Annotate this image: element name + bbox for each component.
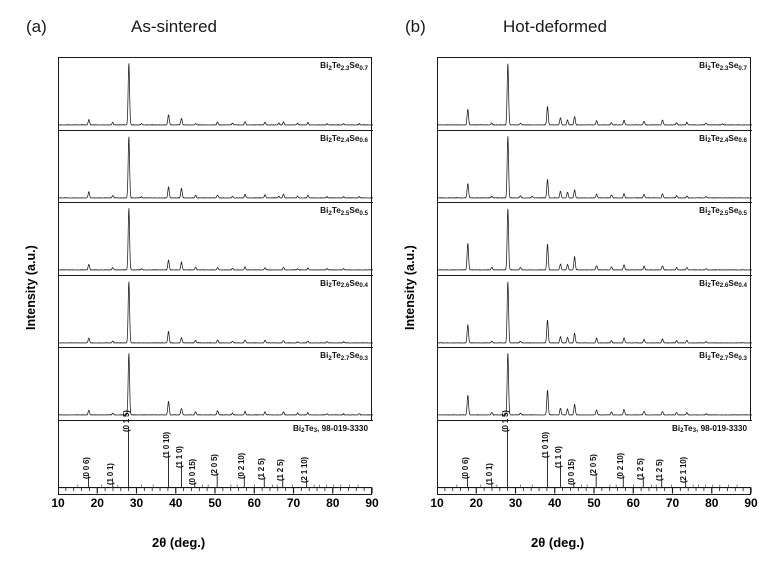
x-tick-label-b-60: 60 [626,495,640,510]
panel-letter-a: (a) [26,17,47,36]
hkl-label-b-1: (0 0 6) [460,456,470,479]
hkl-label-a-2: (1 0 1) [105,463,115,486]
panel-title-a: As-sintered [131,17,217,36]
trace-panel-a-2: Bi2Te2.4Se0.6 [59,131,373,203]
hkl-label-a-9: (1 2 5) [257,458,267,480]
x-tick-label-a-80: 80 [326,495,340,510]
composition-label-a-1: Bi2Te2.3Se0.7 [320,61,368,72]
trace-panel-a-4: Bi2Te2.6Se0.4 [59,276,373,348]
reference-card-id-b: Bi2Te3, 98-019-3330 [671,423,747,435]
xrd-trace-b-3 [438,208,752,271]
hkl-label-b-9: (1 2 5) [636,458,646,480]
hkl-label-b-4: (1 0 10) [540,432,550,459]
composition-label-a-5: Bi2Te2.7Se0.3 [320,351,368,362]
composition-label-b-4: Bi2Te2.6Se0.4 [699,278,747,290]
plot-stack-b: Bi2Te2.3Se0.7 Bi2Te2.4Se0.6 Bi2Te2.5Se0.5 B… [437,57,752,495]
xrd-trace-b-4 [438,281,752,343]
hkl-label-a-10: (1 2 5) [275,459,285,482]
trace-panel-a-3: Bi2Te2.5Se0.5 [59,203,373,276]
trace-panel-b-2: Bi2Te2.4Se0.6 [438,131,752,203]
reference-sticks-a [77,427,359,487]
x-axis-label-b: 2θ (deg.) [531,535,585,550]
hkl-label-a-4: (1 0 10) [161,432,171,459]
x-tick-label-b-70: 70 [665,495,680,510]
panel-title-b: Hot-deformed [503,17,607,36]
y-axis-label-b: Intensity (a.u.) [403,245,417,330]
x-tick-label-a-70: 70 [286,495,301,510]
hkl-label-a-7: (2 0 5) [210,454,220,477]
trace-panel-b-1: Bi2Te2.3Se0.7 [438,58,752,131]
hkl-label-a-1: (0 0 6) [81,456,91,479]
hkl-label-a-11: (2 1 10) [299,456,309,483]
composition-label-b-1: Bi2Te2.3Se0.7 [699,61,747,72]
trace-panel-b-4: Bi2Te2.6Se0.4 [438,276,752,348]
hkl-label-b-8: (0 2 10) [616,452,626,479]
reference-card-id-a: Bi2Te3, 98-019-3330 [292,423,368,435]
x-tick-label-a-60: 60 [247,495,261,510]
hkl-label-a-8: (0 2 10) [237,452,247,479]
x-axis-ticks-a [58,486,373,493]
xrd-trace-b-5 [438,353,752,416]
x-tick-label-b-20: 20 [469,495,483,510]
xrd-trace-a-3 [59,208,373,271]
xrd-trace-b-2 [438,135,752,198]
reference-pattern-panel-b: Bi2Te3, 98-019-3330 [438,420,752,488]
x-tick-label-a-20: 20 [90,495,104,510]
xrd-trace-b-1 [438,63,752,126]
composition-label-b-5: Bi2Te2.7Se0.3 [699,351,747,362]
hkl-label-b-3: (0 1 5) [500,409,510,432]
xrd-trace-a-2 [59,136,373,198]
plot-stack-a: Bi2Te2.3Se0.7 Bi2Te2.4Se0.6 Bi2Te2.5Se0.5 B… [58,57,373,495]
hkl-label-b-7: (2 0 5) [589,454,599,477]
hkl-label-b-6: (0 0 15) [567,459,576,486]
composition-label-b-2: Bi2Te2.4Se0.6 [699,133,747,145]
trace-panel-b-5: Bi2Te2.7Se0.3 [438,348,752,421]
hkl-label-b-5: (1 1 0) [553,446,563,469]
xrd-trace-a-5 [59,353,373,416]
panel-letter-b: (b) [405,17,426,36]
x-tick-label-a-50: 50 [208,495,222,510]
x-tick-label-b-30: 30 [508,495,523,510]
x-tick-label-b-10: 10 [430,495,444,510]
trace-panel-a-1: Bi2Te2.3Se0.7 [59,58,373,131]
x-tick-label-a-90: 90 [365,495,379,510]
hkl-label-b-10: (1 2 5) [654,459,664,482]
composition-label-a-2: Bi2Te2.4Se0.6 [320,133,368,145]
composition-label-a-4: Bi2Te2.6Se0.4 [320,278,368,290]
hkl-label-b-2: (1 0 1) [484,463,494,486]
x-tick-label-b-50: 50 [587,495,601,510]
xrd-trace-a-4 [59,280,373,343]
x-tick-label-b-80: 80 [705,495,719,510]
hkl-label-a-5: (1 1 0) [174,446,184,469]
x-tick-label-a-40: 40 [169,495,183,510]
x-tick-label-b-40: 40 [548,495,562,510]
x-axis-ticks-b [437,486,752,493]
x-tick-label-a-30: 30 [129,495,144,510]
panel-group-b: (b) Hot-deformed Intensity (a.u.) Bi2Te2… [379,0,759,569]
trace-panel-b-3: Bi2Te2.5Se0.5 [438,203,752,276]
y-axis-label-a: Intensity (a.u.) [24,245,38,330]
reference-pattern-panel-a: Bi2Te3, 98-019-3330 [59,420,373,488]
x-axis-label-a: 2θ (deg.) [152,535,206,550]
xrd-trace-a-1 [59,63,373,126]
trace-panel-a-5: Bi2Te2.7Se0.3 [59,348,373,421]
panel-group-a: (a) As-sintered Intensity (a.u.) Bi2Te2.… [24,17,379,550]
composition-label-a-3: Bi2Te2.5Se0.5 [320,206,368,217]
x-tick-label-b-90: 90 [744,495,758,510]
hkl-label-a-3: (0 1 5) [121,409,131,432]
hkl-label-a-6: (0 0 15) [188,459,197,486]
hkl-label-b-11: (2 1 10) [678,456,688,483]
reference-sticks-b [456,427,738,487]
composition-label-b-3: Bi2Te2.5Se0.5 [699,206,747,217]
x-tick-label-a-10: 10 [51,495,65,510]
